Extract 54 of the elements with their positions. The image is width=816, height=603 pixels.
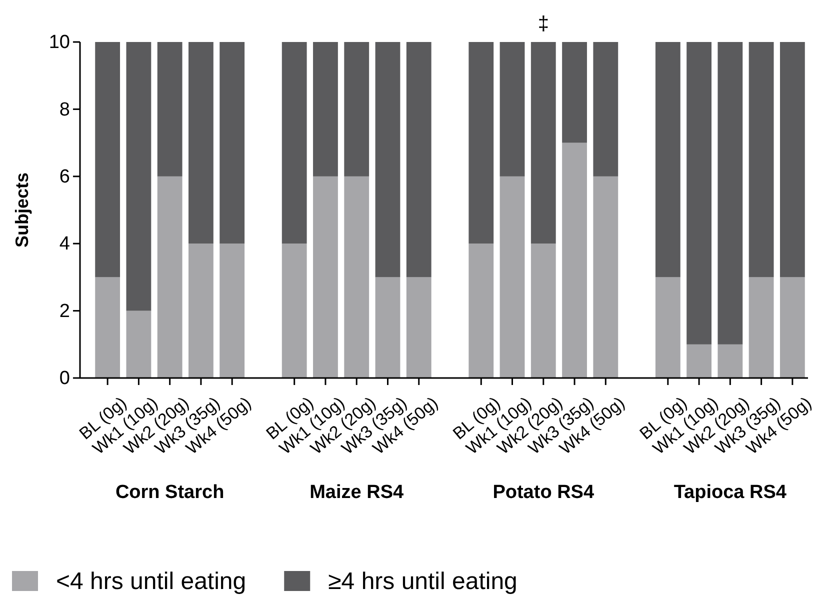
bar <box>188 42 214 244</box>
bar <box>593 176 618 378</box>
bar <box>126 310 152 378</box>
bar <box>282 244 307 378</box>
y-tick-label: 2 <box>59 300 70 322</box>
bar <box>375 277 400 378</box>
bar <box>593 42 618 176</box>
y-tick-label: 6 <box>59 166 70 188</box>
y-axis-title: Subjects <box>12 172 32 248</box>
legend-label: <4 hrs until eating <box>56 568 246 595</box>
bar <box>220 42 245 244</box>
bar <box>562 42 587 143</box>
bar <box>375 42 400 278</box>
y-tick-label: 0 <box>59 368 70 390</box>
y-tick-label: 4 <box>59 234 70 255</box>
legend-label: ≥4 hrs until eating <box>328 568 518 595</box>
text: Maize RS4 <box>310 482 404 503</box>
bar <box>780 277 805 378</box>
bar <box>500 176 525 378</box>
bar <box>718 344 743 378</box>
bar <box>344 42 370 176</box>
text: Tapioca RS4 <box>674 482 787 503</box>
bar <box>686 344 712 378</box>
bar <box>95 277 120 378</box>
text: Corn Starch <box>115 482 224 503</box>
bar <box>406 277 432 378</box>
bar <box>406 42 432 278</box>
bar <box>655 277 680 378</box>
bar <box>500 42 525 176</box>
bar <box>157 42 182 176</box>
bar <box>313 176 338 378</box>
bar <box>468 42 494 244</box>
bar <box>282 42 307 244</box>
y-tick-label: 8 <box>59 99 70 120</box>
bar <box>188 244 214 378</box>
text: ‡ <box>538 13 549 35</box>
bar <box>530 42 556 244</box>
bar <box>157 176 182 378</box>
y-tick-label: 10 <box>48 32 70 54</box>
bar <box>344 176 370 378</box>
bar <box>655 42 680 278</box>
bar <box>468 244 494 378</box>
text: Potato RS4 <box>492 482 594 503</box>
bar <box>748 42 774 278</box>
bar <box>718 42 743 344</box>
bar <box>530 244 556 378</box>
bar <box>220 244 245 378</box>
bar <box>686 42 712 344</box>
bar <box>95 42 120 278</box>
bar <box>780 42 805 278</box>
bar <box>748 277 774 378</box>
bar <box>126 42 152 311</box>
bar <box>313 42 338 176</box>
bar <box>562 142 587 378</box>
